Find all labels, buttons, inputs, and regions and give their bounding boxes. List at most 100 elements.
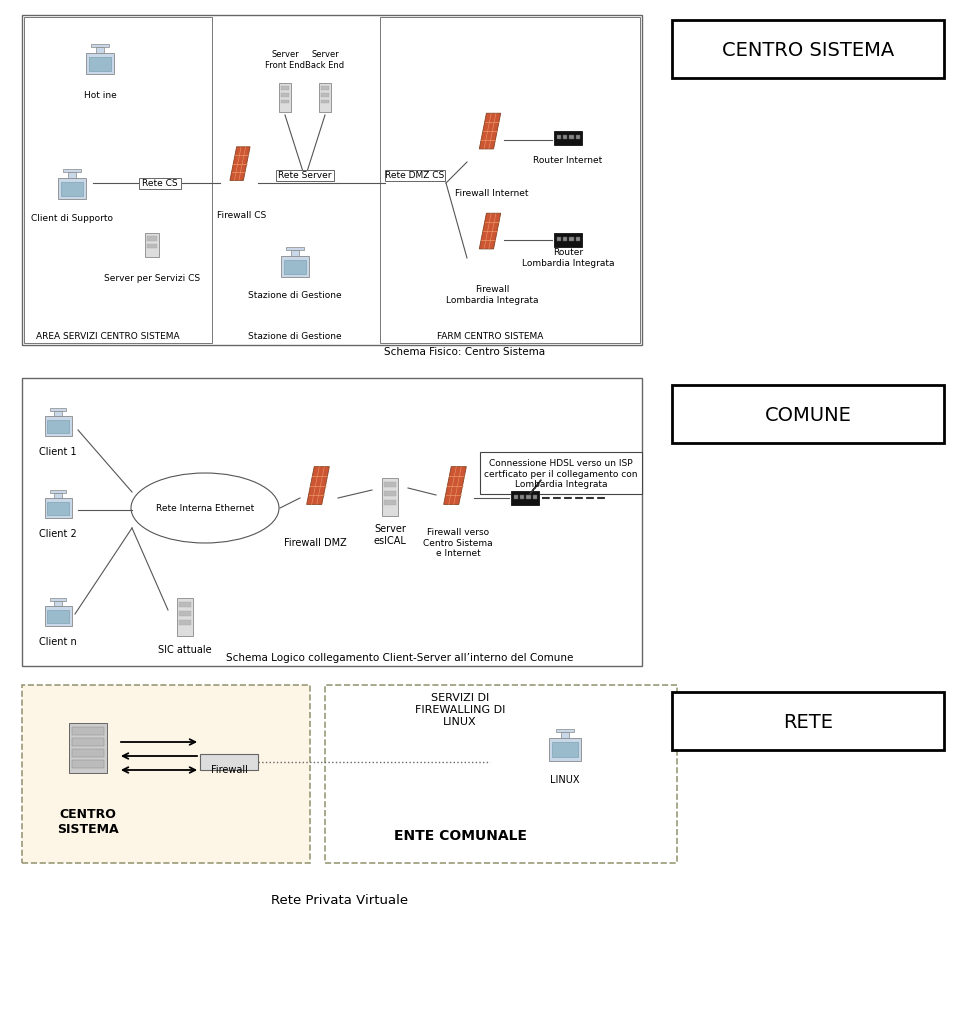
Bar — [672, 692, 944, 750]
Text: Server
Back End: Server Back End — [305, 51, 345, 70]
Text: Firewall CS: Firewall CS — [217, 210, 267, 219]
Text: Firewall verso
Centro Sistema
e Internet: Firewall verso Centro Sistema e Internet — [423, 528, 492, 558]
Text: Stazione di Gestione: Stazione di Gestione — [249, 332, 342, 340]
Bar — [276, 170, 334, 181]
Text: Client 2: Client 2 — [39, 529, 77, 539]
Bar — [50, 408, 66, 411]
Polygon shape — [444, 467, 467, 504]
Bar — [47, 502, 69, 515]
Bar — [88, 57, 111, 71]
Bar — [480, 452, 642, 494]
Text: Rete Server: Rete Server — [278, 171, 332, 180]
Text: CENTRO SISTEMA: CENTRO SISTEMA — [722, 41, 894, 60]
Bar — [63, 170, 81, 173]
Bar — [520, 494, 524, 499]
Bar — [286, 248, 303, 251]
Bar — [72, 749, 104, 757]
Text: Rete Privata Virtuale: Rete Privata Virtuale — [272, 893, 409, 906]
Text: Firewall Internet: Firewall Internet — [455, 189, 529, 198]
Bar — [280, 256, 309, 277]
Bar — [50, 490, 66, 492]
Text: RETE: RETE — [783, 713, 833, 732]
Bar — [22, 378, 642, 666]
Text: Rete DMZ CS: Rete DMZ CS — [385, 171, 444, 180]
Text: FARM CENTRO SISTEMA: FARM CENTRO SISTEMA — [437, 332, 543, 340]
Bar — [672, 20, 944, 78]
Bar — [44, 498, 71, 518]
Bar — [145, 233, 158, 257]
Text: Rete Interna Ethernet: Rete Interna Ethernet — [156, 503, 254, 513]
Bar — [575, 135, 580, 139]
Text: ENTE COMUNALE: ENTE COMUNALE — [394, 829, 526, 843]
Bar — [554, 232, 583, 248]
Bar — [557, 135, 561, 139]
Bar — [382, 478, 398, 516]
Bar — [563, 135, 567, 139]
Text: Client 1: Client 1 — [39, 447, 77, 457]
Text: Server
Front End: Server Front End — [265, 51, 305, 70]
Bar — [319, 83, 331, 112]
Bar — [91, 45, 108, 48]
Bar — [147, 244, 156, 249]
Bar — [44, 416, 71, 435]
Text: Connessione HDSL verso un ISP
certficato per il collegamento con
Lombardia Integ: Connessione HDSL verso un ISP certficato… — [484, 459, 637, 489]
Polygon shape — [230, 147, 250, 181]
Text: Client di Supporto: Client di Supporto — [31, 213, 113, 222]
Text: Router
Lombardia Integrata: Router Lombardia Integrata — [521, 249, 614, 268]
Bar — [179, 620, 191, 625]
Bar — [281, 99, 289, 104]
Text: AREA SERVIZI CENTRO SISTEMA: AREA SERVIZI CENTRO SISTEMA — [36, 332, 180, 340]
Text: Hot ine: Hot ine — [84, 90, 116, 99]
Text: Server per Servizi CS: Server per Servizi CS — [104, 273, 200, 282]
Bar — [552, 742, 578, 757]
Bar — [72, 738, 104, 746]
Bar — [47, 420, 69, 432]
Bar — [68, 173, 76, 178]
Bar — [563, 236, 567, 242]
Bar — [380, 17, 640, 343]
Bar — [549, 738, 581, 761]
Bar — [384, 491, 396, 496]
Bar — [96, 48, 104, 53]
Text: Schema Fisico: Centro Sistema: Schema Fisico: Centro Sistema — [384, 347, 545, 357]
Text: Router Internet: Router Internet — [534, 155, 603, 164]
Bar — [384, 482, 396, 487]
Bar — [50, 598, 66, 601]
Text: SIC attuale: SIC attuale — [158, 645, 212, 655]
Text: Stazione di Gestione: Stazione di Gestione — [249, 290, 342, 299]
Bar — [58, 178, 86, 199]
Bar — [47, 610, 69, 623]
Bar — [672, 385, 944, 443]
Text: CENTRO
SISTEMA: CENTRO SISTEMA — [58, 808, 119, 836]
Bar — [179, 611, 191, 616]
Bar — [55, 492, 61, 498]
Text: Firewall
Lombardia Integrata: Firewall Lombardia Integrata — [445, 285, 539, 304]
Bar — [557, 236, 561, 242]
Bar — [22, 15, 642, 345]
Bar — [44, 606, 71, 626]
Bar — [147, 236, 156, 241]
Bar — [139, 178, 181, 189]
Bar — [385, 170, 445, 181]
Text: Schema Logico collegamento Client-Server all’interno del Comune: Schema Logico collegamento Client-Server… — [227, 653, 574, 663]
Bar — [321, 92, 329, 96]
Bar — [561, 732, 569, 738]
Bar — [514, 494, 518, 499]
Bar — [179, 602, 191, 607]
Bar — [325, 685, 677, 863]
Bar — [554, 131, 583, 145]
Bar — [281, 86, 289, 89]
Bar — [569, 236, 574, 242]
Bar — [85, 53, 114, 74]
Bar — [291, 251, 299, 256]
Text: Firewall DMZ: Firewall DMZ — [283, 538, 347, 548]
Bar — [72, 760, 104, 768]
Ellipse shape — [131, 473, 279, 543]
Bar — [200, 754, 258, 770]
Bar — [60, 182, 84, 196]
Bar — [177, 598, 193, 636]
Bar — [384, 500, 396, 505]
Polygon shape — [479, 114, 501, 149]
Polygon shape — [479, 213, 501, 249]
Text: Firewall: Firewall — [210, 765, 248, 775]
